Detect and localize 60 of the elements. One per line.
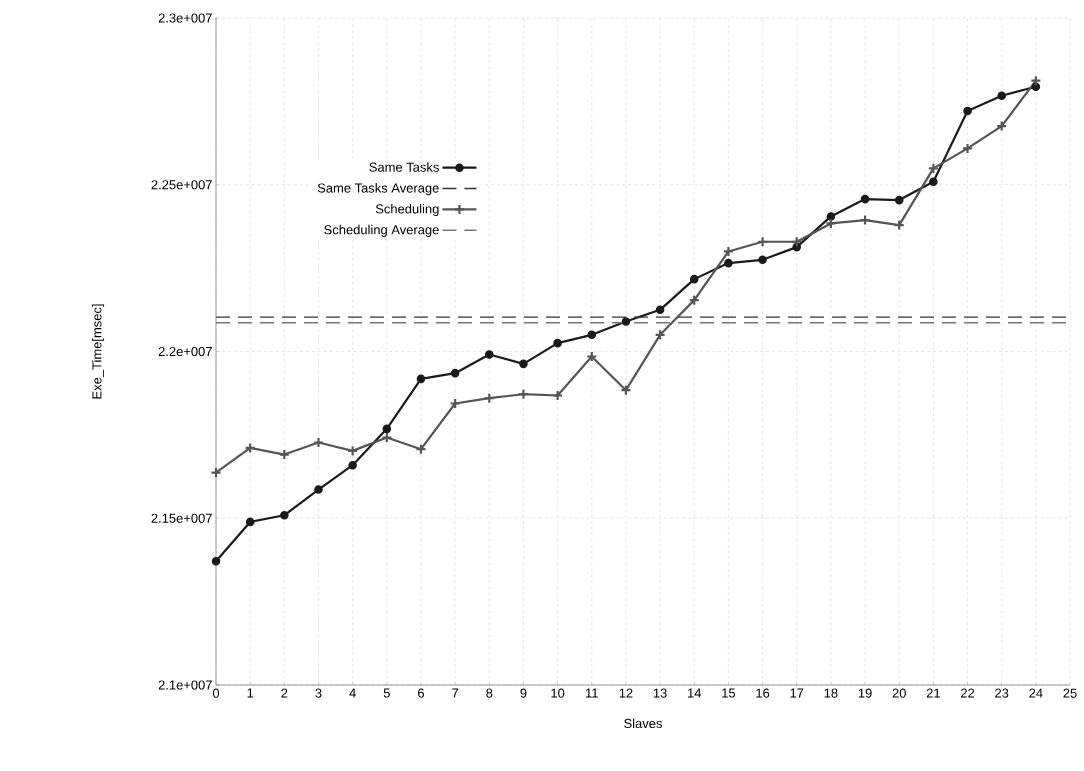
point [655, 305, 665, 315]
point [382, 424, 392, 434]
y-tick-label: 2.3e+007 [158, 13, 212, 23]
x-tick-label: 17 [790, 688, 804, 698]
point [689, 274, 699, 284]
point [929, 177, 938, 187]
x-tick-label: 4 [349, 688, 356, 698]
x-tick-label: 15 [722, 688, 736, 698]
point [211, 556, 221, 566]
x-tick-label: 9 [520, 688, 527, 698]
point [963, 106, 972, 116]
point [826, 212, 836, 221]
x-tick-label: 18 [824, 688, 838, 698]
point [587, 330, 597, 340]
point [724, 258, 733, 268]
point [519, 359, 528, 369]
point [245, 517, 255, 527]
point [621, 317, 631, 326]
point [894, 195, 904, 205]
x-tick-label: 24 [1029, 688, 1043, 698]
x-tick-label: 14 [688, 688, 702, 698]
y-tick-label: 2.2e+007 [158, 346, 212, 357]
point [314, 485, 323, 494]
point [348, 460, 357, 470]
point [758, 255, 767, 265]
x-tick-label: 25 [1063, 688, 1077, 698]
point [416, 374, 426, 384]
y-tick-label: 2.15e+007 [151, 513, 212, 523]
y-tick-label: 2.1e+007 [158, 680, 212, 690]
x-tick-label: 3 [315, 688, 322, 698]
x-tick-label: 20 [892, 688, 906, 698]
point [997, 91, 1006, 100]
x-tick-label: 5 [383, 688, 390, 698]
x-tick-label: 6 [418, 688, 424, 698]
legend-label: Scheduling Average [324, 224, 439, 237]
point [860, 194, 870, 204]
x-tick-label: 11 [586, 688, 598, 698]
point [553, 338, 562, 348]
x-tick-label: 7 [452, 688, 459, 698]
legend-label: Scheduling [375, 203, 439, 217]
x-tick-label: 0 [212, 688, 220, 698]
x-tick-label: 13 [653, 688, 667, 698]
x-axis-title: Slaves [624, 718, 662, 729]
x-tick-label: 8 [486, 688, 493, 698]
point [280, 510, 289, 520]
x-tick-label: 22 [960, 688, 975, 698]
x-tick-label: 1 [247, 688, 254, 698]
point [450, 368, 460, 378]
x-tick-label: 12 [619, 688, 633, 698]
point [484, 350, 494, 359]
x-tick-label: 16 [756, 688, 770, 698]
y-axis-title: Exe_Time[msec] [91, 304, 105, 399]
x-tick-label: 10 [551, 688, 565, 698]
legend-label: Same Tasks Average [317, 183, 439, 196]
y-tick-label: 2.25e+007 [151, 180, 212, 190]
legend-label: Same Tasks [369, 162, 439, 172]
x-tick-label: 2 [281, 688, 288, 698]
x-tick-label: 19 [858, 688, 872, 698]
x-tick-label: 21 [926, 688, 940, 698]
x-tick-label: 23 [995, 688, 1009, 698]
